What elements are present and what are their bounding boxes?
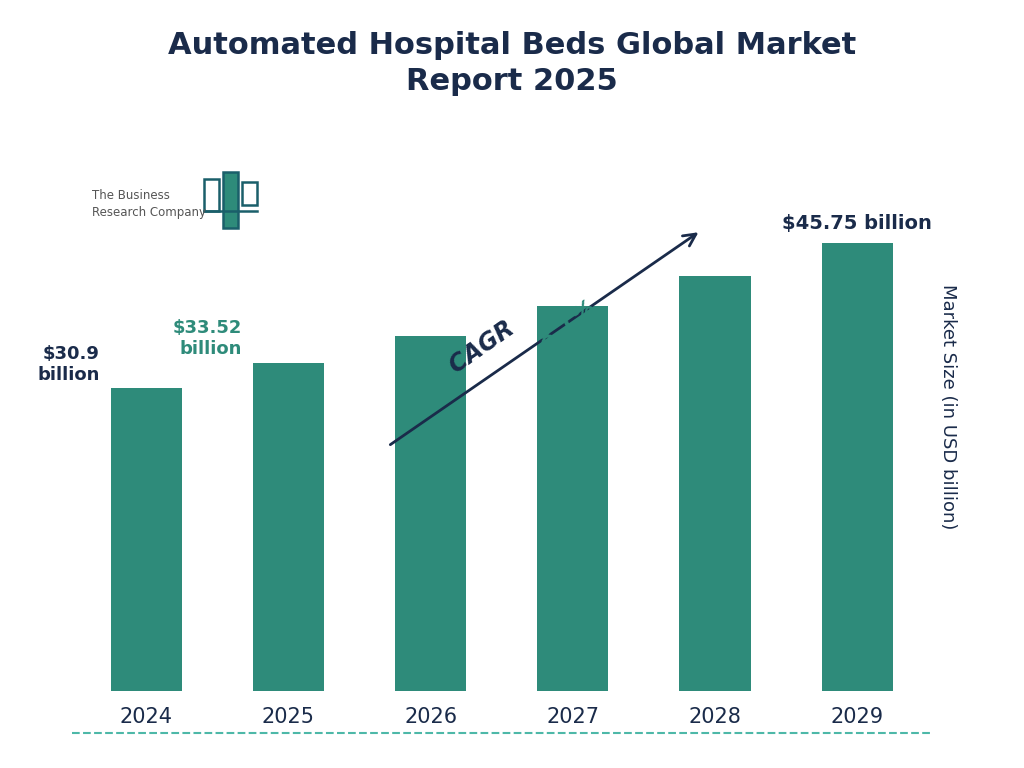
Bar bbox=[111, 389, 182, 691]
Bar bbox=[223, 172, 239, 227]
Text: $33.52
billion: $33.52 billion bbox=[172, 319, 242, 358]
Y-axis label: Market Size (in USD billion): Market Size (in USD billion) bbox=[939, 284, 956, 530]
Text: 8.1%: 8.1% bbox=[534, 296, 601, 353]
Text: CAGR: CAGR bbox=[445, 311, 526, 378]
Bar bbox=[204, 179, 219, 211]
Text: $30.9
billion: $30.9 billion bbox=[37, 345, 99, 383]
Bar bbox=[395, 336, 466, 691]
Text: Automated Hospital Beds Global Market
Report 2025: Automated Hospital Beds Global Market Re… bbox=[168, 31, 856, 96]
Text: The Business
Research Company: The Business Research Company bbox=[92, 188, 206, 219]
Bar bbox=[242, 182, 257, 205]
Bar bbox=[821, 243, 893, 691]
Bar bbox=[253, 362, 324, 691]
Bar bbox=[680, 276, 751, 691]
Text: $45.75 billion: $45.75 billion bbox=[782, 214, 932, 233]
Bar bbox=[538, 306, 608, 691]
